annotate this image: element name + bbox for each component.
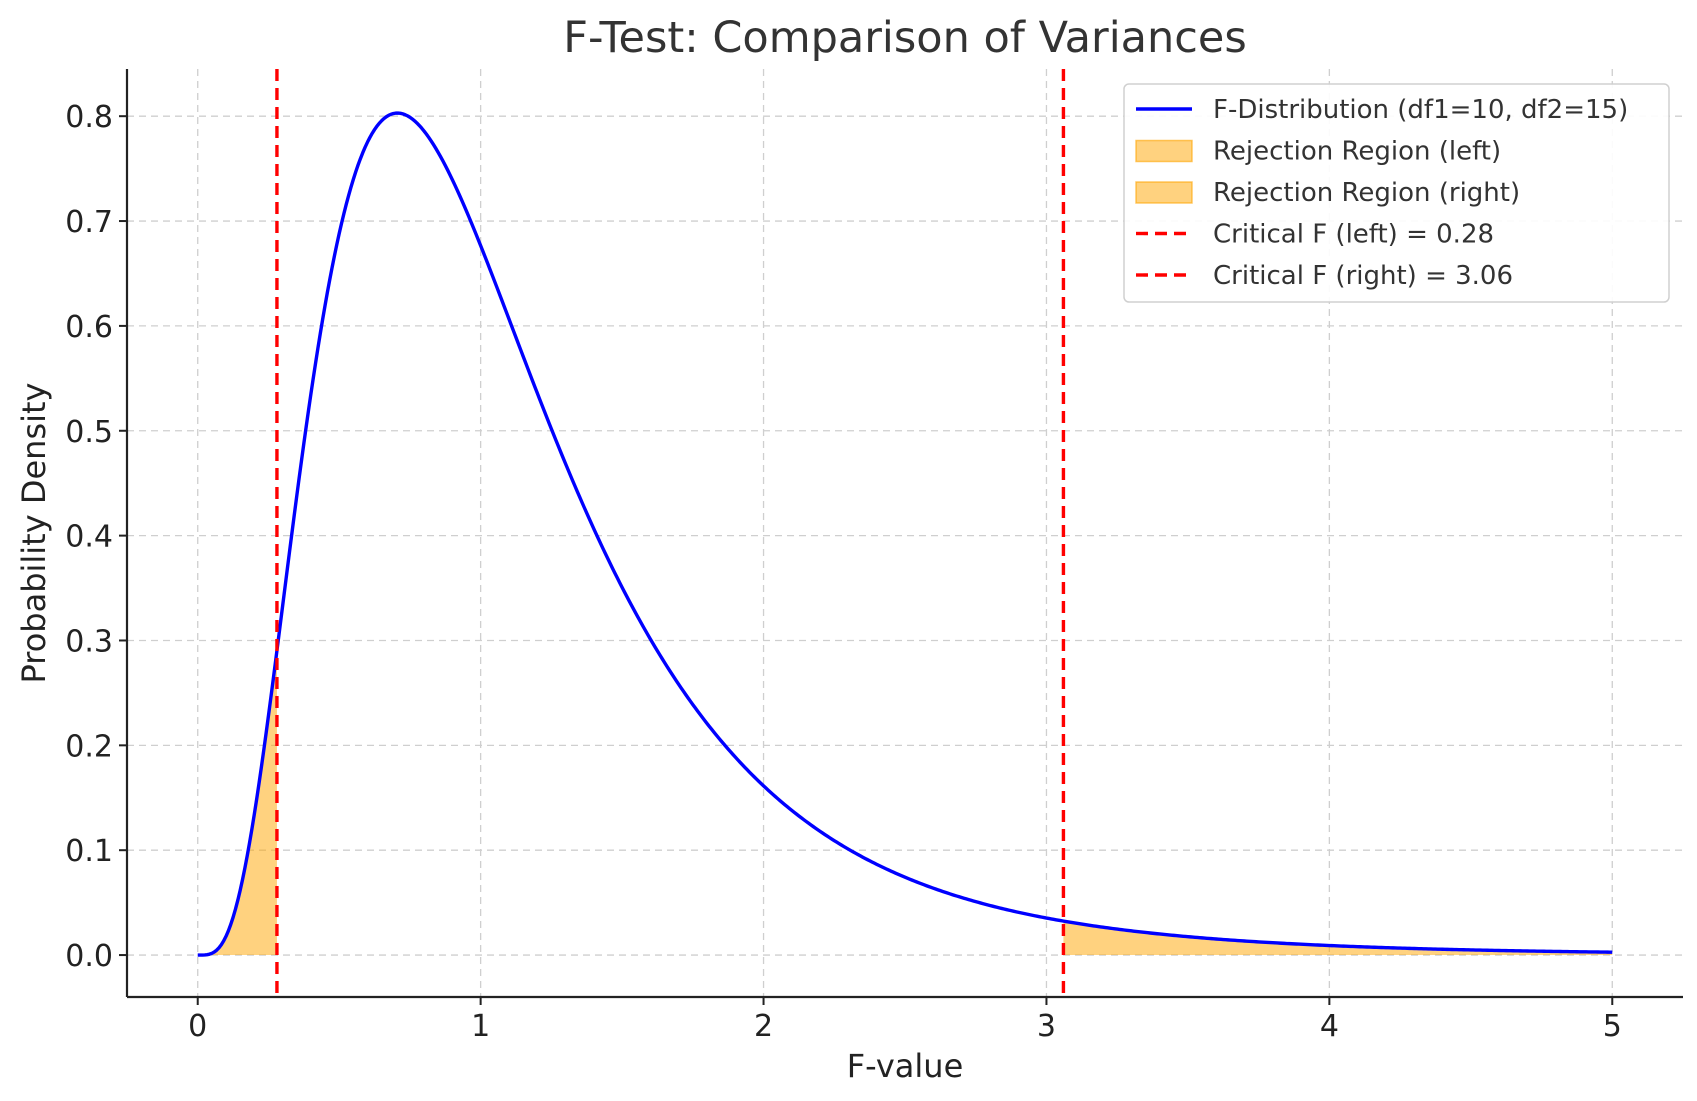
critical-lines — [275, 69, 1066, 997]
chart-title: F-Test: Comparison of Variances — [563, 13, 1247, 63]
x-axis-label: F-value — [847, 1047, 964, 1085]
y-tick-label: 0.3 — [65, 624, 113, 659]
legend-swatch-area — [1135, 181, 1193, 204]
f-distribution-curve — [197, 111, 1613, 957]
legend-box — [1123, 83, 1670, 303]
x-tick-label: 2 — [754, 1009, 773, 1044]
y-tick-label: 0.4 — [65, 520, 113, 555]
legend-swatch-area — [1135, 139, 1193, 163]
ticks: 0 1 2 3 4 5 0.0 0.1 0.2 0.3 0.4 0.5 0.6 0.7 0.8 — [65, 100, 1622, 1044]
x-tick-label: 5 — [1603, 1009, 1622, 1044]
curve-layer — [197, 111, 1613, 957]
legend-label: Critical F (left) = 0.28 — [1213, 220, 1494, 250]
rejection-region-left — [197, 650, 277, 956]
legend-label: Rejection Region (right) — [1213, 178, 1520, 208]
y-tick-label: 0.8 — [65, 100, 113, 135]
y-tick-label: 0.5 — [65, 415, 113, 450]
y-tick-label: 0.0 — [65, 939, 113, 974]
legend-label: Rejection Region (left) — [1213, 137, 1501, 167]
y-tick-label: 0.2 — [65, 729, 113, 764]
x-tick-label: 4 — [1320, 1009, 1339, 1044]
rejection-region-right — [1063, 921, 1613, 956]
y-tick-label: 0.1 — [65, 834, 113, 869]
x-tick-label: 1 — [471, 1009, 490, 1044]
legend-label: Critical F (right) = 3.06 — [1213, 261, 1513, 291]
y-axis-label: Probability Density — [15, 383, 53, 684]
axes — [125, 69, 1683, 999]
y-tick-label: 0.7 — [65, 205, 113, 240]
x-tick-label: 3 — [1037, 1009, 1056, 1044]
rejection-areas — [197, 650, 1613, 956]
legend-label: F-Distribution (df1=10, df2=15) — [1213, 95, 1628, 125]
y-tick-label: 0.6 — [65, 310, 113, 345]
x-tick-label: 0 — [188, 1009, 207, 1044]
legend: F-Distribution (df1=10, df2=15) Rejection… — [1123, 83, 1670, 303]
